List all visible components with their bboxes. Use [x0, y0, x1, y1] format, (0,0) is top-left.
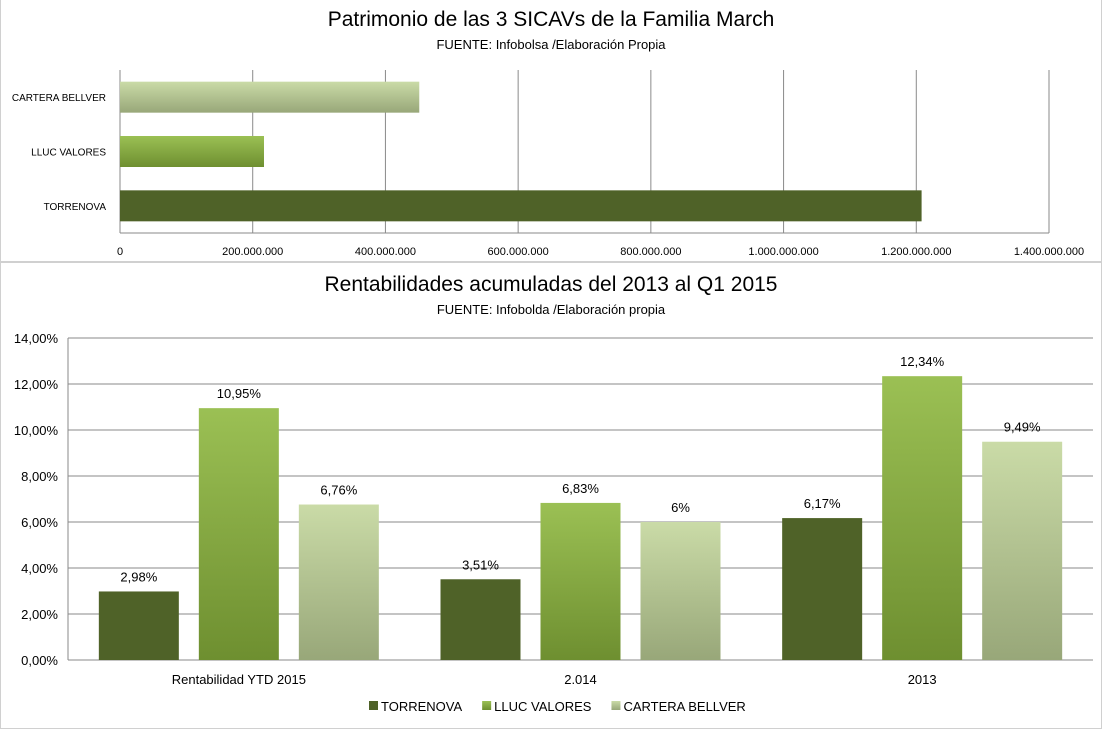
- bar: [298, 504, 379, 660]
- y-tick-label: 8,00%: [21, 469, 58, 484]
- y-tick-label: 12,00%: [14, 377, 59, 392]
- x-tick-label: 800.000.000: [620, 246, 681, 258]
- bar: [882, 376, 963, 660]
- patrimonio-chart-subtitle: FUENTE: Infobolsa /Elaboración Propia: [436, 37, 666, 52]
- rentabilidades-chart: Rentabilidades acumuladas del 2013 al Q1…: [0, 262, 1102, 729]
- legend-swatch: [611, 701, 621, 710]
- data-label: 10,95%: [217, 386, 262, 401]
- data-label: 6%: [671, 500, 690, 515]
- y-tick-label: 2,00%: [21, 607, 58, 622]
- bar: [782, 518, 863, 660]
- patrimonio-plot: 0 200.000.000 400.000.000 600.000.000 800.00…: [12, 70, 1084, 258]
- bar: [540, 502, 621, 660]
- bar: [640, 522, 721, 660]
- legend-label: LLUC VALORES: [494, 699, 592, 714]
- rentabilidades-plot: 0,00% 2,00% 4,00% 6,00% 8,00% 10,00% 12,00% 14,…: [14, 331, 1093, 714]
- legend-label: TORRENOVA: [381, 699, 462, 714]
- y-category-label: TORRENOVA: [44, 202, 107, 213]
- data-label: 6,83%: [562, 481, 599, 496]
- x-tick-label: 1.000.000.000: [748, 246, 818, 258]
- bar: [98, 591, 179, 660]
- x-tick-label: 1.400.000.000: [1014, 246, 1084, 258]
- data-label: 12,34%: [900, 354, 945, 369]
- x-category-label: 2.014: [564, 672, 597, 687]
- x-category-label: Rentabilidad YTD 2015: [172, 672, 306, 687]
- y-category-label: CARTERA BELLVER: [12, 93, 106, 104]
- y-tick-label: 14,00%: [14, 331, 59, 346]
- x-category-label: 2013: [908, 672, 937, 687]
- patrimonio-chart: Patrimonio de las 3 SICAVs de la Familia…: [0, 0, 1102, 262]
- legend-swatch: [482, 701, 492, 710]
- data-label: 2,98%: [120, 569, 157, 584]
- bar: [120, 190, 922, 222]
- x-tick-label: 400.000.000: [355, 246, 416, 258]
- bar: [198, 408, 279, 660]
- data-label: 6,17%: [804, 496, 841, 511]
- bar: [440, 579, 521, 660]
- y-tick-label: 0,00%: [21, 653, 58, 668]
- legend-swatch: [369, 701, 378, 710]
- data-label: 9,49%: [1004, 420, 1041, 435]
- bar: [120, 136, 264, 167]
- data-label: 3,51%: [462, 557, 499, 572]
- data-label: 6,76%: [320, 483, 357, 498]
- rentabilidades-chart-title: Rentabilidades acumuladas del 2013 al Q1…: [324, 273, 778, 296]
- rentabilidades-chart-subtitle: FUENTE: Infobolda /Elaboración propia: [436, 302, 666, 317]
- y-category-label: LLUC VALORES: [31, 148, 106, 159]
- x-tick-label: 0: [117, 246, 123, 258]
- patrimonio-chart-title: Patrimonio de las 3 SICAVs de la Familia…: [327, 8, 775, 31]
- y-tick-label: 4,00%: [21, 561, 58, 576]
- y-tick-label: 6,00%: [21, 515, 58, 530]
- bar: [120, 81, 420, 113]
- bar: [982, 441, 1063, 660]
- x-tick-label: 200.000.000: [222, 246, 283, 258]
- x-tick-label: 600.000.000: [488, 246, 549, 258]
- x-tick-label: 1.200.000.000: [881, 246, 951, 258]
- y-tick-label: 10,00%: [14, 423, 59, 438]
- legend-label: CARTERA BELLVER: [623, 699, 745, 714]
